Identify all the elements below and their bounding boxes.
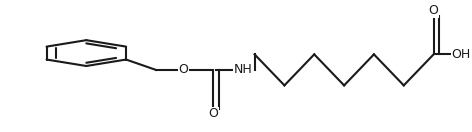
- Text: O: O: [429, 4, 438, 17]
- Text: NH: NH: [234, 63, 253, 76]
- Text: OH: OH: [452, 48, 471, 61]
- Text: O: O: [208, 107, 218, 120]
- Text: O: O: [178, 63, 188, 76]
